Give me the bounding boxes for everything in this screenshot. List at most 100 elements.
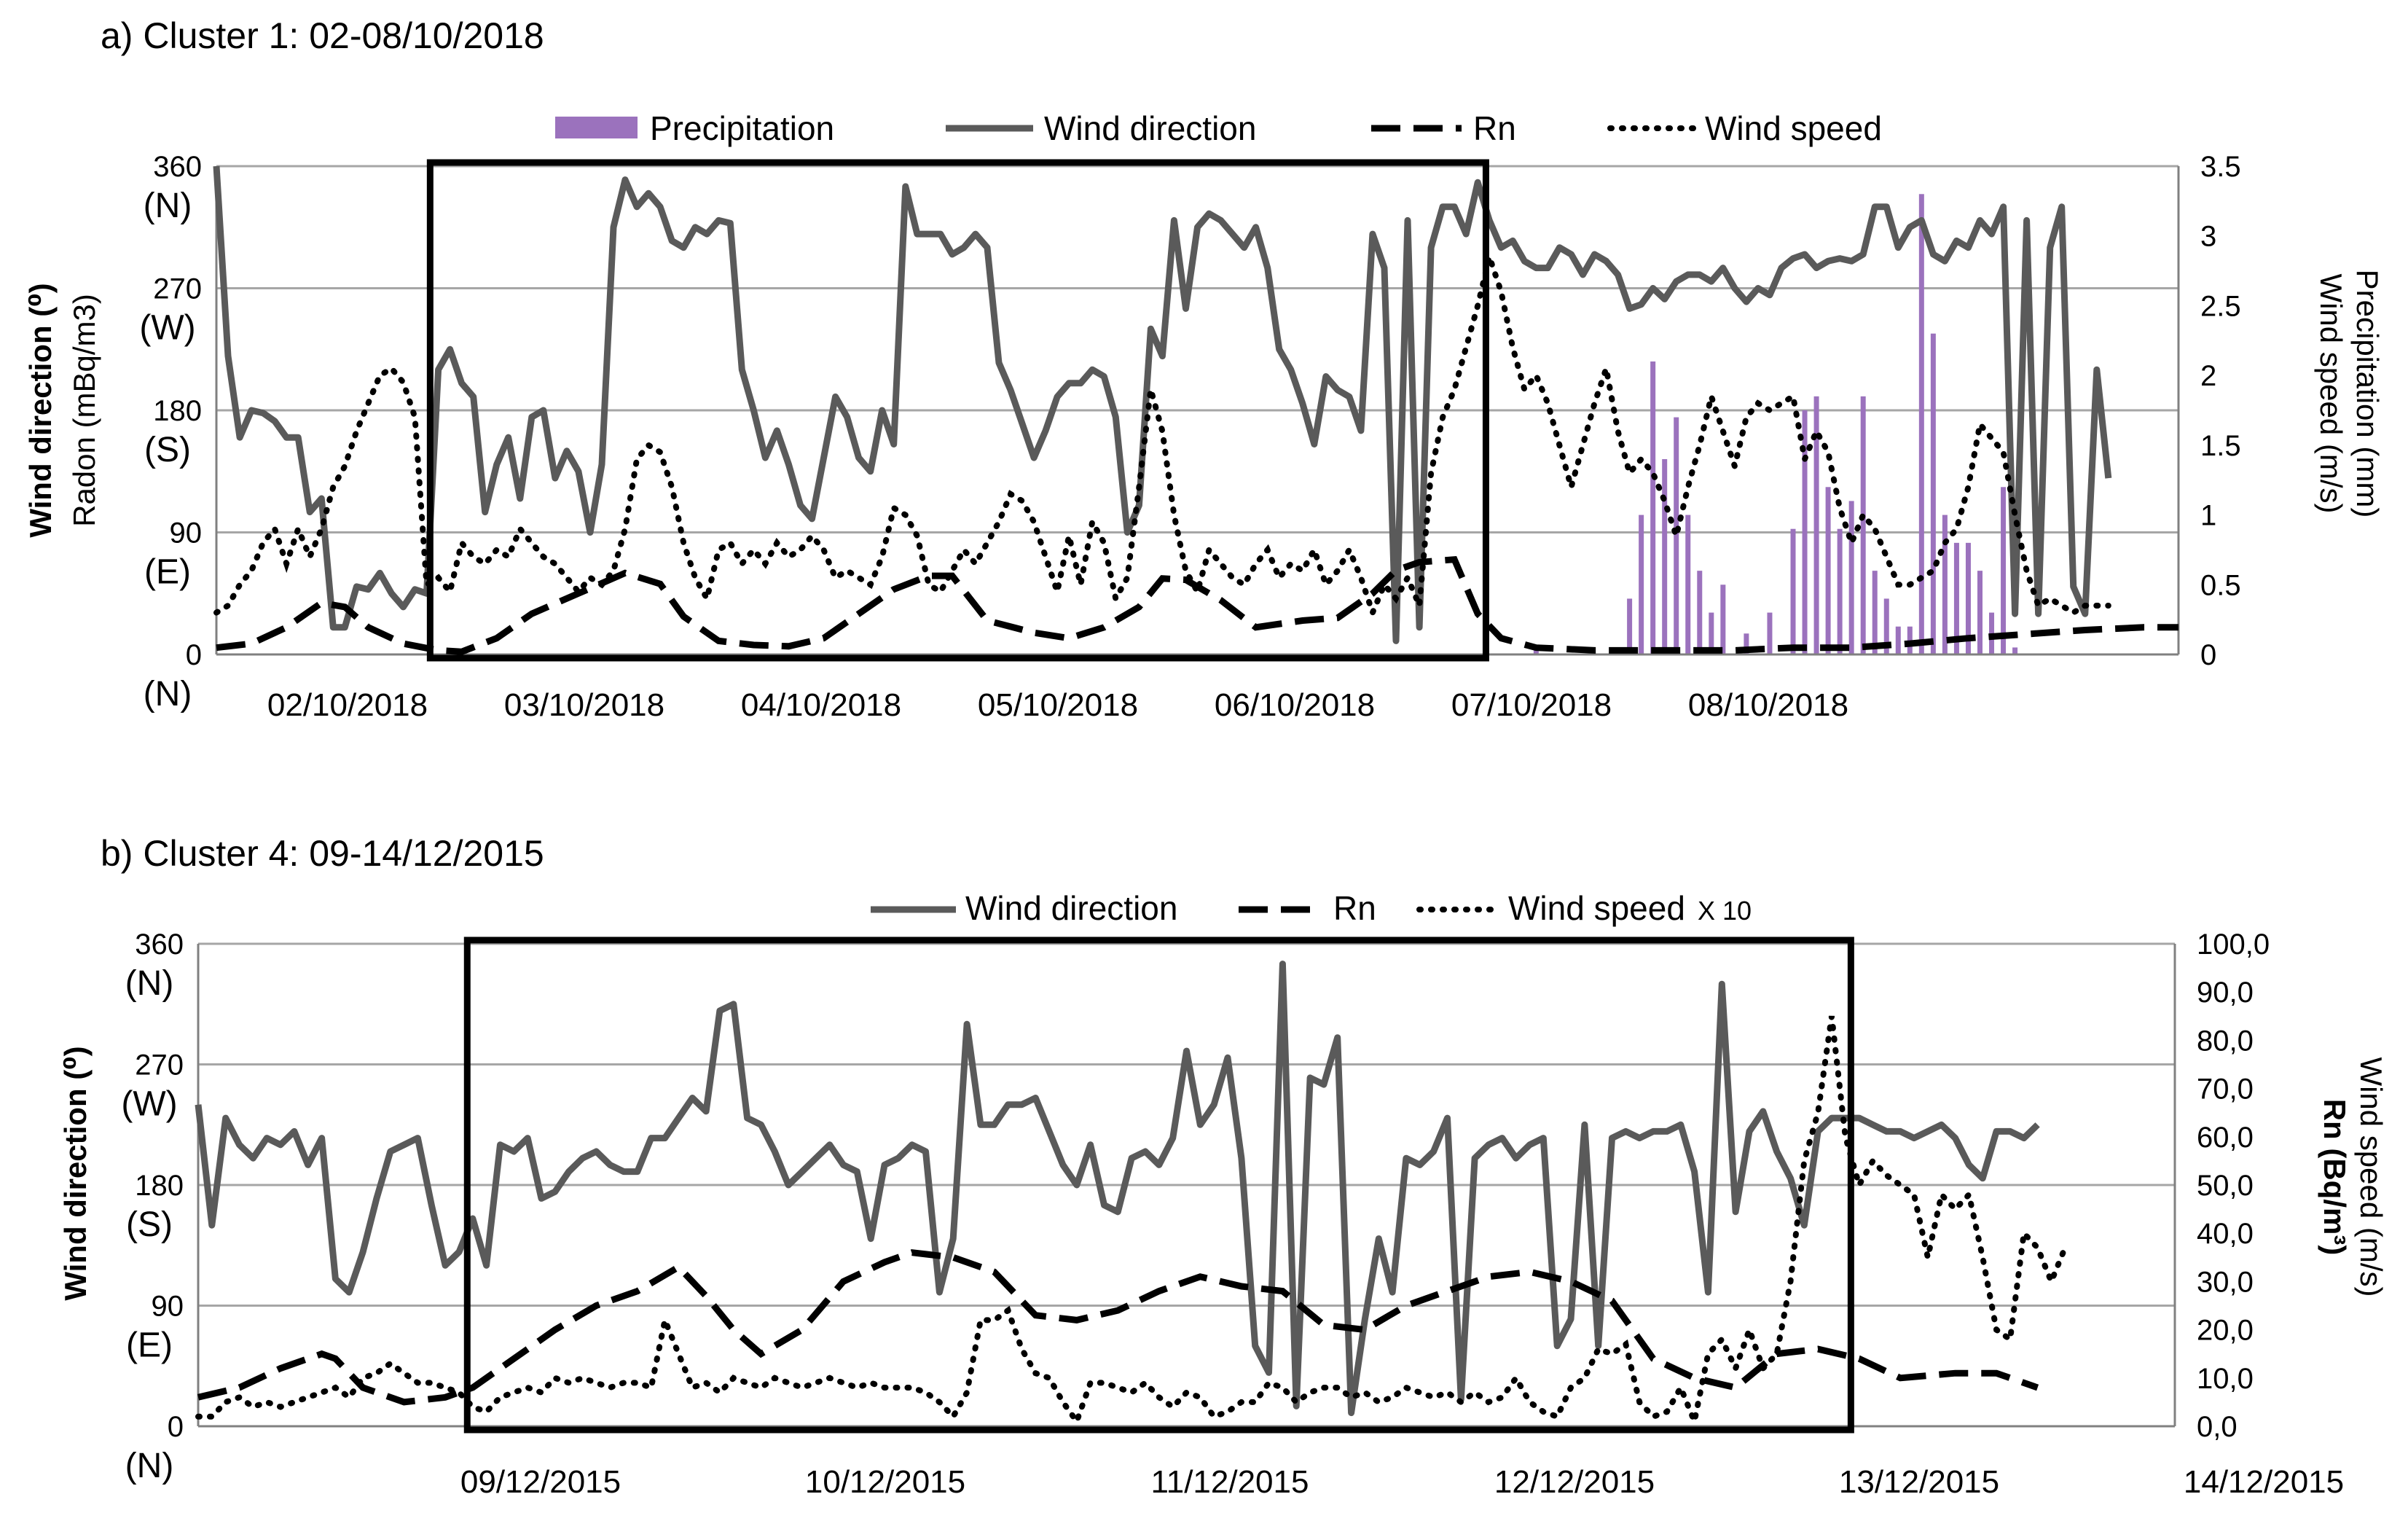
precip-bar-1 bbox=[1627, 598, 1633, 654]
precip-bar-27 bbox=[1965, 542, 1971, 654]
right-axis-title-a-line1: Precipitation (mm) bbox=[2350, 270, 2385, 518]
right-tick-b-30,0: 30,0 bbox=[2197, 1266, 2254, 1298]
precip-bar-28 bbox=[1977, 571, 1983, 654]
precip-bar-30 bbox=[2001, 487, 2007, 654]
right-axis-subtitle-b: Rn (Bq/m³) bbox=[2318, 1099, 2352, 1256]
rn-line-b bbox=[197, 1249, 2039, 1406]
right-tick-a-1: 1 bbox=[2200, 500, 2216, 532]
precip-bar-3 bbox=[1650, 361, 1656, 654]
precip-bar-12 bbox=[1790, 528, 1796, 654]
direction-letter-b-1: (E) bbox=[126, 1326, 173, 1365]
direction-letter-b-4: (N) bbox=[125, 964, 174, 1003]
left-ticks-a: 0 90 180 270 360 bbox=[153, 151, 202, 671]
precip-bar-19 bbox=[1872, 571, 1878, 654]
date-tick-b-3: 12/12/2015 bbox=[1494, 1464, 1655, 1500]
direction-letters-b: (N) (E) (S) (W) (N) bbox=[121, 964, 177, 1485]
precip-bar-7 bbox=[1697, 571, 1703, 654]
grid-a bbox=[216, 165, 2178, 533]
right-tick-b-90,0: 90,0 bbox=[2197, 977, 2254, 1009]
left-tick-b-90: 90 bbox=[152, 1291, 184, 1323]
wind-direction-line-b bbox=[195, 961, 2040, 1417]
legend-a-precipitation-swatch bbox=[555, 117, 638, 138]
precip-bar-14 bbox=[1813, 396, 1819, 654]
direction-letter-a-4: (N) bbox=[144, 187, 192, 225]
rn-line-a bbox=[216, 555, 2178, 655]
right-tick-b-40,0: 40,0 bbox=[2197, 1218, 2254, 1250]
right-tick-a-2.5: 2.5 bbox=[2200, 290, 2241, 322]
date-ticks-b: 09/12/2015 10/12/2015 11/12/2015 12/12/2015… bbox=[460, 1464, 2344, 1500]
date-tick-b-4: 13/12/2015 bbox=[1839, 1464, 1999, 1500]
legend-a-rn-label: Rn bbox=[1473, 109, 1516, 147]
left-ticks-b: 0 90 180 270 360 bbox=[135, 928, 184, 1443]
left-tick-a-90: 90 bbox=[170, 517, 203, 550]
date-tick-a-3: 05/10/2018 bbox=[978, 687, 1138, 723]
date-tick-b-0: 09/12/2015 bbox=[460, 1464, 621, 1500]
date-tick-b-1: 10/12/2015 bbox=[805, 1464, 965, 1500]
right-tick-a-0.5: 0.5 bbox=[2200, 569, 2241, 601]
right-tick-b-50,0: 50,0 bbox=[2197, 1170, 2254, 1202]
legend-b: Wind direction Rn Wind speed X 10 bbox=[871, 889, 1752, 927]
precip-bar-0 bbox=[1533, 647, 1539, 654]
right-axis-title-a-line2: Wind speed (m/s) bbox=[2314, 273, 2348, 513]
precip-bar-8 bbox=[1709, 612, 1714, 654]
date-tick-a-4: 06/10/2018 bbox=[1215, 687, 1375, 723]
panel-b-title: b) Cluster 4: 09-14/12/2015 bbox=[101, 833, 544, 874]
precip-bar-31 bbox=[2012, 647, 2018, 654]
precip-bar-18 bbox=[1860, 396, 1866, 654]
precip-bar-20 bbox=[1883, 598, 1889, 654]
left-axis-subtitle-a: Radon (mBq/m3) bbox=[67, 294, 101, 527]
highlight-box-a bbox=[426, 159, 1489, 662]
legend-b-wind-speed-label: Wind speed bbox=[1508, 889, 1685, 927]
left-tick-a-0: 0 bbox=[186, 639, 202, 671]
precip-bar-21 bbox=[1895, 626, 1901, 654]
right-tick-b-70,0: 70,0 bbox=[2197, 1074, 2254, 1106]
legend-a: Precipitation Wind direction Rn Wind spe… bbox=[555, 109, 1882, 147]
date-tick-a-0: 02/10/2018 bbox=[267, 687, 428, 723]
date-tick-b-2: 11/12/2015 bbox=[1151, 1464, 1309, 1500]
right-ticks-b: 0,0 10,0 20,0 30,0 40,0 50,0 60,0 70,0 80,0 90,0 1… bbox=[2197, 928, 2270, 1443]
left-axis-title-a: Wind direction (⁰) bbox=[23, 283, 58, 537]
wind-direction-line-a bbox=[213, 165, 2112, 644]
left-axis-title-b: Wind direction (⁰) bbox=[58, 1046, 93, 1300]
panel-a-title: a) Cluster 1: 02-08/10/2018 bbox=[101, 15, 544, 56]
precip-bar-24 bbox=[1930, 333, 1936, 654]
right-axis-title-b: Wind speed (m/s) bbox=[2354, 1057, 2388, 1297]
legend-a-wind-speed-label: Wind speed bbox=[1705, 109, 1882, 147]
right-tick-a-1.5: 1.5 bbox=[2200, 430, 2241, 462]
right-tick-a-3: 3 bbox=[2200, 221, 2216, 253]
precip-bar-23 bbox=[1918, 194, 1924, 654]
legend-b-wind-direction-label: Wind direction bbox=[965, 889, 1177, 927]
precip-bar-5 bbox=[1674, 417, 1679, 654]
legend-b-x10-label: X 10 bbox=[1698, 896, 1752, 926]
left-tick-b-270: 270 bbox=[135, 1049, 184, 1082]
precip-bar-13 bbox=[1802, 410, 1808, 654]
highlight-box-b bbox=[463, 936, 1854, 1434]
precip-bar-11 bbox=[1767, 612, 1773, 654]
direction-letter-b-3: (W) bbox=[121, 1085, 177, 1124]
date-tick-a-6: 08/10/2018 bbox=[1688, 687, 1848, 723]
precip-bar-26 bbox=[1953, 542, 1959, 654]
panel-a: a) Cluster 1: 02-08/10/2018 Precipitatio… bbox=[23, 15, 2385, 723]
date-ticks-a: 02/10/2018 03/10/2018 04/10/2018 05/10/2018… bbox=[267, 687, 1848, 723]
direction-letter-b-2: (S) bbox=[126, 1205, 173, 1244]
right-tick-a-3.5: 3.5 bbox=[2200, 151, 2241, 183]
direction-letters-a: (N) (E) (S) (W) (N) bbox=[139, 187, 195, 713]
right-tick-b-60,0: 60,0 bbox=[2197, 1122, 2254, 1154]
precip-bar-6 bbox=[1685, 515, 1691, 654]
right-tick-b-20,0: 20,0 bbox=[2197, 1315, 2254, 1347]
precip-bar-4 bbox=[1662, 459, 1668, 654]
right-tick-a-2: 2 bbox=[2200, 360, 2216, 392]
legend-a-wind-direction-label: Wind direction bbox=[1044, 109, 1256, 147]
right-tick-b-10,0: 10,0 bbox=[2197, 1363, 2254, 1395]
direction-letter-a-0: (N) bbox=[144, 675, 192, 713]
direction-letter-a-2: (S) bbox=[144, 431, 191, 469]
right-tick-b-80,0: 80,0 bbox=[2197, 1025, 2254, 1057]
legend-b-rn-label: Rn bbox=[1333, 889, 1376, 927]
precip-bar-10 bbox=[1744, 633, 1749, 654]
wind-speed-line-a bbox=[213, 246, 2111, 621]
precip-bar-16 bbox=[1837, 528, 1843, 654]
right-tick-b-100,0: 100,0 bbox=[2197, 928, 2270, 961]
right-ticks-a: 0 0.5 1 1.5 2 2.5 3 3.5 bbox=[2200, 151, 2241, 671]
left-tick-a-180: 180 bbox=[153, 395, 202, 427]
